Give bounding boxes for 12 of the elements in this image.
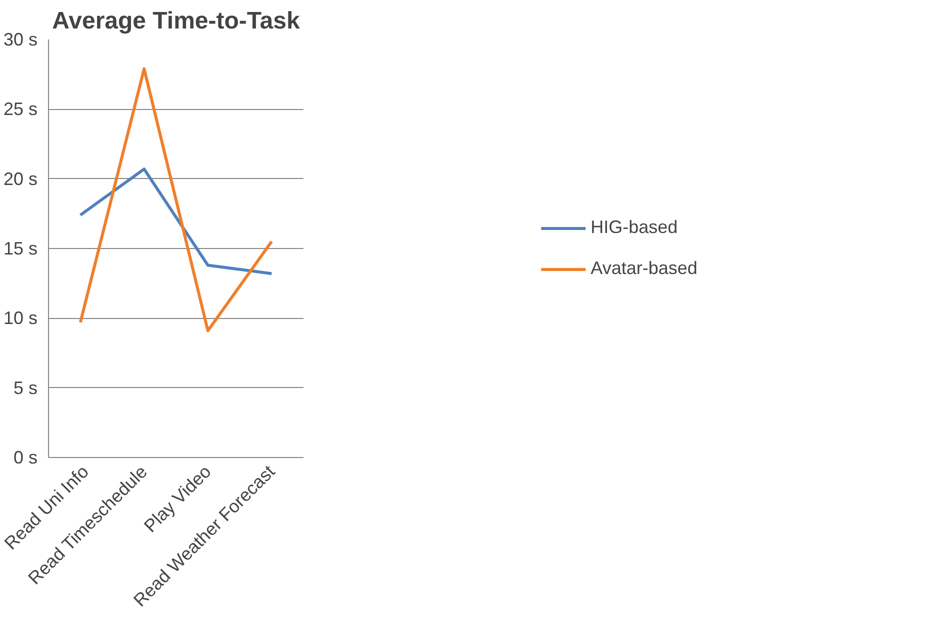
- y-tick-label: 10 s: [3, 308, 38, 328]
- line-series: [78, 67, 274, 332]
- legend-label: HIG-based: [590, 217, 678, 238]
- y-tick-label: 20 s: [3, 168, 38, 189]
- y-tick-label: 5 s: [13, 378, 38, 398]
- y-tick-label: 15 s: [3, 238, 38, 258]
- y-tick-label: 30 s: [3, 30, 38, 50]
- legend-label: Avatar-based: [590, 258, 698, 279]
- y-tick-label: 0 s: [13, 448, 38, 468]
- y-tick-label: 25 s: [3, 99, 38, 120]
- chart-title: Average Time-to-Task: [52, 8, 300, 34]
- line-series: [78, 168, 274, 276]
